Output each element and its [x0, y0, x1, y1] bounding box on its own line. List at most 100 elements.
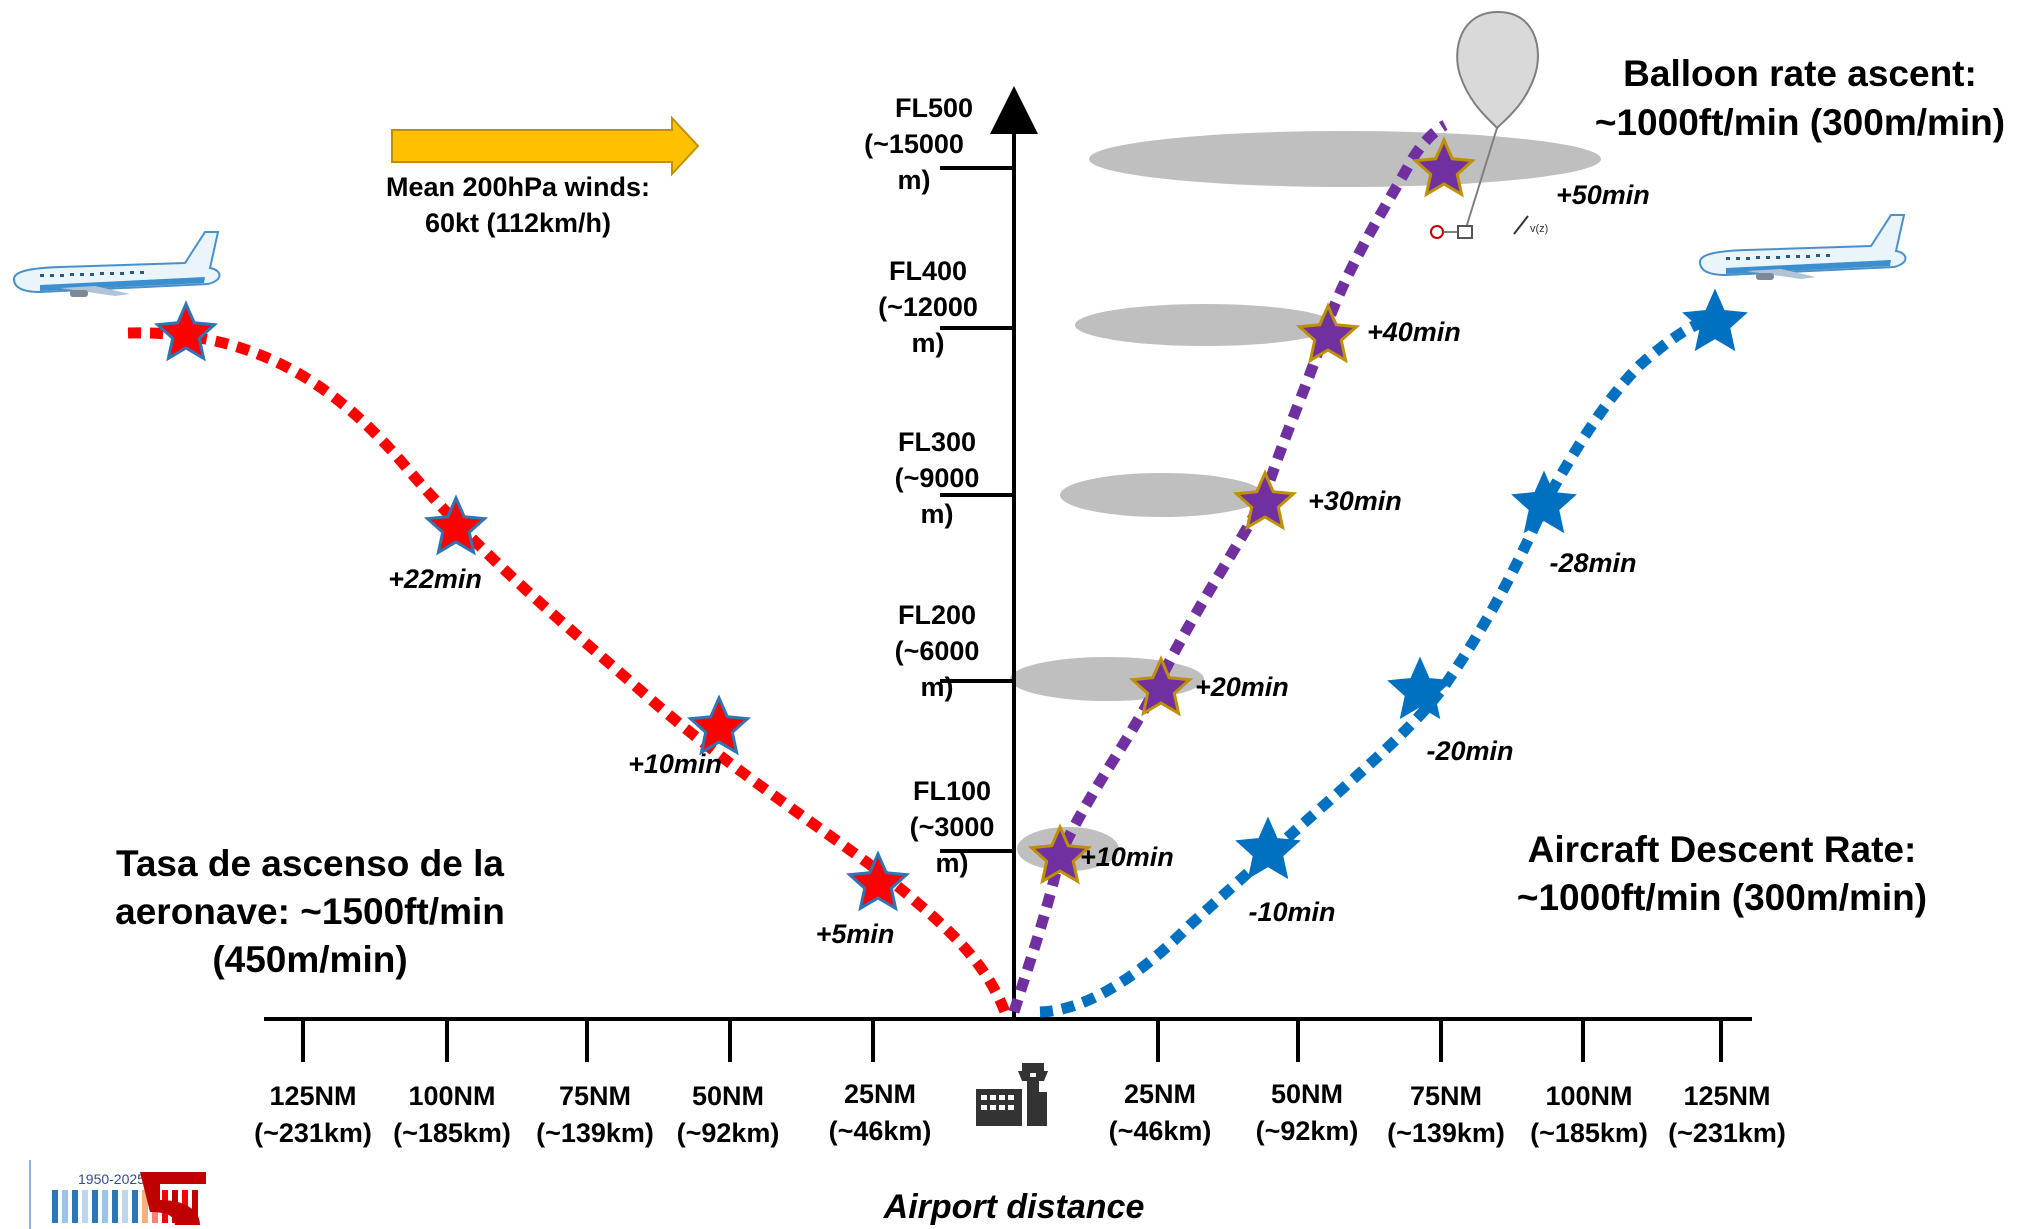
svg-text:+50min: +50min — [1556, 180, 1650, 210]
svg-text:+30min: +30min — [1308, 486, 1402, 516]
altitude-layer-fl500 — [1089, 131, 1601, 187]
svg-text:m): m) — [898, 165, 931, 195]
svg-text:(~92km): (~92km) — [677, 1118, 780, 1148]
climb-star — [686, 694, 752, 756]
level-label-fl300: FL300 (~9000 m) — [895, 427, 980, 529]
level-label-fl200: FL200 (~6000 m) — [895, 600, 980, 702]
descent-star — [1511, 470, 1577, 534]
svg-text:(~12000: (~12000 — [878, 292, 978, 322]
svg-text:25NM: 25NM — [1124, 1079, 1196, 1109]
svg-text:m): m) — [921, 672, 954, 702]
svg-text:(~139km): (~139km) — [1387, 1118, 1505, 1148]
svg-text:Balloon rate ascent:: Balloon rate ascent: — [1623, 53, 1977, 94]
wind-arrow — [391, 115, 700, 177]
wind-label-line1: Mean 200hPa winds: — [386, 172, 650, 202]
svg-text:-28min: -28min — [1549, 548, 1636, 578]
level-label-fl400: FL400 (~12000 m) — [878, 256, 978, 358]
airport-tower-icon — [976, 1063, 1048, 1126]
svg-text:+20min: +20min — [1195, 672, 1289, 702]
svg-text:+10min: +10min — [628, 749, 722, 779]
balloon-star — [1128, 655, 1194, 717]
svg-text:FL300: FL300 — [898, 427, 976, 457]
descent-star — [1387, 656, 1453, 720]
climb-rate-text: Tasa de ascenso de la aeronave: ~1500ft/… — [115, 843, 505, 980]
svg-text:~1000ft/min (300m/min): ~1000ft/min (300m/min) — [1595, 102, 2005, 143]
x-tick-labels-left: 125NM (~231km) 100NM (~185km) 75NM (~139… — [254, 1079, 931, 1148]
svg-text:+40min: +40min — [1367, 317, 1461, 347]
svg-text:(~231km): (~231km) — [1668, 1118, 1786, 1148]
descent-star — [1235, 816, 1301, 880]
svg-text:(~6000: (~6000 — [895, 636, 980, 666]
level-label-fl500: FL500 (~15000 m) — [864, 93, 973, 195]
x-tick-labels-right: 25NM (~46km) 50NM (~92km) 75NM (~139km) … — [1109, 1079, 1786, 1148]
svg-text:125NM: 125NM — [1683, 1081, 1770, 1111]
anniversary-logo: 1950-2025 — [29, 1160, 206, 1229]
balloon-small-label: v(z) — [1530, 223, 1548, 235]
svg-text:m): m) — [921, 499, 954, 529]
svg-text:m): m) — [912, 328, 945, 358]
descent-trajectory — [1039, 314, 1719, 1018]
svg-text:125NM: 125NM — [269, 1081, 356, 1111]
svg-text:FL400: FL400 — [889, 256, 967, 286]
climb-star — [845, 850, 911, 912]
x-axis-ticks — [301, 1019, 1723, 1062]
svg-text:FL500: FL500 — [895, 93, 973, 123]
balloon-time-labels: +10min +20min +30min +40min +50min — [1080, 180, 1650, 872]
svg-text:50NM: 50NM — [692, 1081, 764, 1111]
svg-text:25NM: 25NM — [844, 1079, 916, 1109]
svg-text:FL100: FL100 — [913, 776, 991, 806]
airplane-right-icon — [1698, 214, 1907, 280]
svg-text:-10min: -10min — [1248, 897, 1335, 927]
svg-text:(~3000: (~3000 — [910, 812, 995, 842]
svg-text:+5min: +5min — [816, 919, 895, 949]
svg-text:(~139km): (~139km) — [536, 1118, 654, 1148]
airplane-left-icon — [12, 231, 221, 297]
svg-text:(~185km): (~185km) — [1530, 1118, 1648, 1148]
balloon-star — [1295, 302, 1361, 364]
svg-text:+10min: +10min — [1080, 842, 1174, 872]
svg-text:-20min: -20min — [1426, 736, 1513, 766]
y-axis-ticks — [940, 166, 1014, 853]
svg-text:m): m) — [936, 848, 969, 878]
altitude-layer-fl400 — [1075, 304, 1335, 346]
svg-text:(~9000: (~9000 — [895, 463, 980, 493]
svg-text:Aircraft Descent Rate:: Aircraft Descent Rate: — [1528, 829, 1917, 870]
svg-text:(~231km): (~231km) — [254, 1118, 372, 1148]
altitude-layer-fl300 — [1060, 473, 1264, 517]
climb-trajectory — [127, 327, 1011, 1014]
descent-time-labels: -10min -20min -28min — [1248, 548, 1636, 927]
logo-years: 1950-2025 — [78, 1171, 145, 1187]
svg-text:+22min: +22min — [388, 564, 482, 594]
svg-text:(~92km): (~92km) — [1256, 1116, 1359, 1146]
balloon-rate-text: Balloon rate ascent: ~1000ft/min (300m/m… — [1595, 53, 2005, 143]
climb-star — [423, 494, 489, 556]
svg-text:(~185km): (~185km) — [393, 1118, 511, 1148]
descent-rate-text: Aircraft Descent Rate: ~1000ft/min (300m… — [1517, 829, 1927, 918]
balloon-markers — [1027, 136, 1477, 885]
balloon-star — [1232, 469, 1298, 531]
svg-text:FL200: FL200 — [898, 600, 976, 630]
svg-text:75NM: 75NM — [559, 1081, 631, 1111]
weather-balloon-icon: v(z) — [1430, 10, 1548, 239]
x-axis-title: Airport distance — [883, 1188, 1145, 1226]
level-label-fl100: FL100 (~3000 m) — [910, 776, 995, 878]
svg-text:(~15000: (~15000 — [864, 129, 964, 159]
descent-star — [1682, 288, 1748, 352]
svg-text:(~46km): (~46km) — [1109, 1116, 1212, 1146]
balloon-star — [1027, 823, 1093, 885]
svg-text:75NM: 75NM — [1410, 1081, 1482, 1111]
svg-text:50NM: 50NM — [1271, 1079, 1343, 1109]
descent-markers — [1235, 288, 1748, 880]
balloon-star — [1411, 136, 1477, 198]
svg-text:100NM: 100NM — [408, 1081, 495, 1111]
svg-text:(450m/min): (450m/min) — [212, 939, 407, 980]
svg-text:aeronave: ~1500ft/min: aeronave: ~1500ft/min — [115, 891, 505, 932]
svg-text:(~46km): (~46km) — [829, 1116, 932, 1146]
balloon-trajectory — [1008, 120, 1448, 1014]
svg-text:100NM: 100NM — [1545, 1081, 1632, 1111]
svg-text:~1000ft/min (300m/min): ~1000ft/min (300m/min) — [1517, 877, 1927, 918]
climb-time-labels: +22min +10min +5min — [388, 564, 894, 949]
wind-label-line2: 60kt (112km/h) — [425, 208, 611, 238]
svg-text:Tasa de ascenso de la: Tasa de ascenso de la — [116, 843, 504, 884]
